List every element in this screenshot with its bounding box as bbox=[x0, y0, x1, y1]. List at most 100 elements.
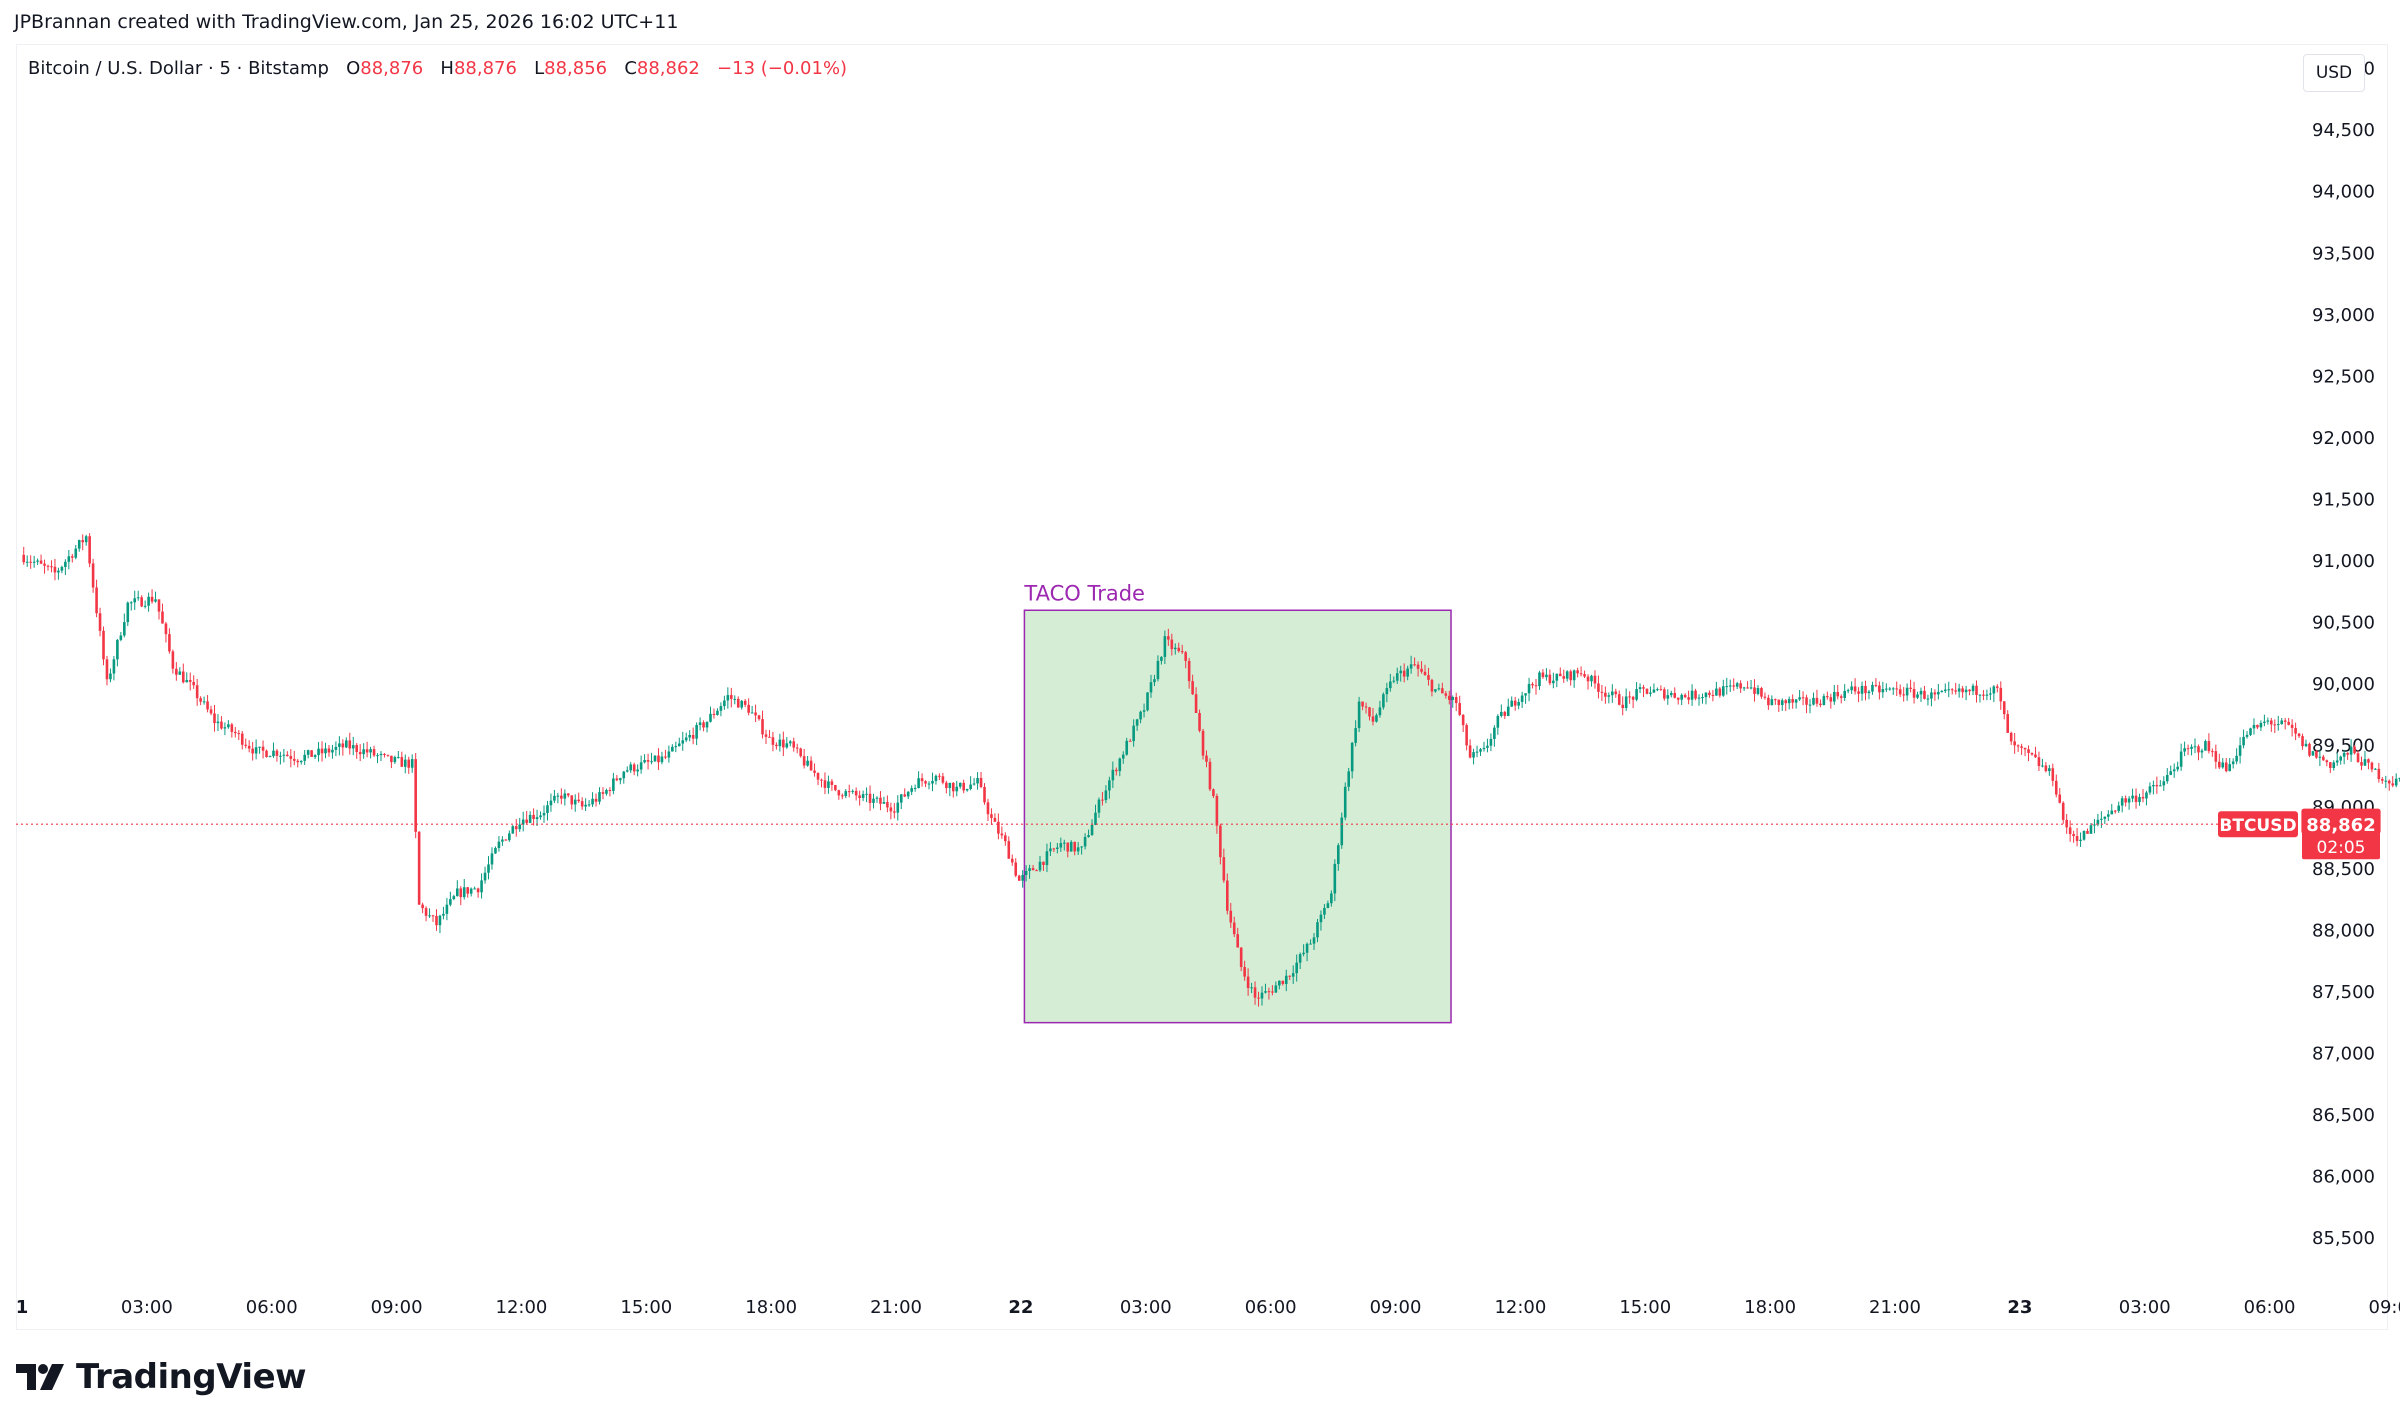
candle-body bbox=[1864, 685, 1867, 694]
candle-body bbox=[317, 748, 320, 756]
candle-body bbox=[2387, 780, 2391, 784]
candle-body bbox=[150, 596, 154, 602]
candle-body bbox=[112, 659, 116, 674]
candle-body bbox=[2138, 797, 2141, 803]
candle-body bbox=[1479, 749, 1482, 752]
candle-body bbox=[1083, 836, 1087, 847]
candlestick-chart[interactable]: 85,500 86,000 86,500 87,000 87,500 88,000 88,5… bbox=[0, 0, 2400, 1340]
legend-close-label: C bbox=[624, 58, 637, 79]
candle-body bbox=[1850, 686, 1853, 691]
candle-body bbox=[1062, 842, 1066, 844]
candle-body bbox=[91, 563, 95, 588]
candle-body bbox=[1718, 688, 1722, 696]
candle-body bbox=[1885, 688, 1888, 690]
candle-body bbox=[636, 769, 639, 772]
candle-body bbox=[154, 599, 157, 602]
y-axis-tick-label: 87,500 bbox=[2312, 982, 2375, 1003]
candle-body bbox=[1205, 755, 1208, 762]
candle-body bbox=[74, 548, 78, 558]
candle-body bbox=[938, 775, 941, 777]
candle-body bbox=[234, 731, 237, 734]
candle-body bbox=[1135, 719, 1139, 726]
candle-body bbox=[1028, 868, 1031, 871]
candle-body bbox=[723, 700, 726, 707]
candle-body bbox=[185, 679, 189, 683]
candle-body bbox=[1520, 695, 1524, 702]
candle-body bbox=[407, 759, 411, 768]
candle-body bbox=[2020, 746, 2023, 748]
candle-body bbox=[730, 695, 733, 699]
candle-body bbox=[1496, 715, 1500, 728]
candle-body bbox=[1441, 688, 1444, 694]
candle-body bbox=[941, 776, 945, 783]
candle-body bbox=[1836, 691, 1840, 697]
candle-body bbox=[910, 788, 913, 792]
candle-body bbox=[736, 698, 740, 708]
x-axis-tick-label: 18:00 bbox=[1744, 1297, 1796, 1318]
candle-body bbox=[1617, 694, 1621, 705]
candle-body bbox=[2304, 743, 2308, 747]
candle-body bbox=[1173, 647, 1177, 650]
candle-body bbox=[2016, 745, 2020, 747]
candle-body bbox=[1371, 716, 1375, 722]
candle-body bbox=[2211, 751, 2214, 753]
candle-body bbox=[1510, 700, 1514, 707]
candle-body bbox=[2048, 768, 2051, 772]
candle-body bbox=[2301, 736, 2304, 747]
candle-body bbox=[39, 560, 43, 564]
currency-button[interactable]: USD bbox=[2303, 54, 2365, 92]
candle-body bbox=[1801, 697, 1805, 699]
candle-body bbox=[2276, 724, 2280, 726]
candle-body bbox=[275, 750, 279, 756]
candle-body bbox=[1569, 671, 1572, 681]
candle-body bbox=[1538, 672, 1541, 687]
candle-body bbox=[168, 634, 171, 652]
candle-body bbox=[1156, 660, 1160, 680]
candle-body bbox=[976, 777, 979, 784]
candle-body bbox=[1978, 694, 1982, 696]
candle-body bbox=[1489, 738, 1493, 746]
candle-body bbox=[2041, 765, 2044, 767]
candle-body bbox=[1187, 660, 1191, 682]
candle-body bbox=[1250, 987, 1253, 989]
candle-body bbox=[917, 778, 920, 789]
x-axis-tick-label: 09:00 bbox=[371, 1297, 423, 1318]
candle-body bbox=[393, 757, 397, 763]
candle-body bbox=[1354, 728, 1357, 743]
candle-body bbox=[480, 880, 483, 893]
candle-body bbox=[1631, 696, 1635, 700]
candle-body bbox=[400, 757, 404, 767]
candle-body bbox=[1659, 689, 1663, 691]
candle-body bbox=[2346, 752, 2349, 755]
candle-body bbox=[390, 755, 393, 763]
candle-body bbox=[2256, 724, 2259, 728]
candle-body bbox=[757, 715, 761, 720]
candle-body bbox=[542, 813, 546, 816]
candle-body bbox=[2127, 798, 2131, 803]
candle-body bbox=[997, 821, 1000, 834]
legend-low-value: 88,856 bbox=[544, 58, 608, 79]
chart-frame[interactable] bbox=[16, 44, 2388, 1330]
candle-body bbox=[338, 743, 341, 747]
symbol-legend[interactable]: Bitcoin / U.S. Dollar · 5 · Bitstamp O88… bbox=[28, 58, 847, 79]
candle-body bbox=[140, 597, 143, 607]
candle-body bbox=[1912, 688, 1916, 698]
candle-body bbox=[2290, 724, 2294, 728]
countdown-label: 02:05 bbox=[2317, 838, 2366, 858]
candle-body bbox=[667, 751, 671, 758]
candle-body bbox=[459, 888, 463, 898]
candle-body bbox=[2186, 748, 2190, 750]
candle-body bbox=[2308, 743, 2311, 756]
candle-body bbox=[1389, 681, 1392, 689]
candle-body bbox=[573, 799, 577, 805]
candle-body bbox=[119, 635, 123, 640]
candle-body bbox=[1725, 686, 1729, 688]
candle-body bbox=[986, 802, 990, 815]
candle-body bbox=[2287, 721, 2290, 725]
candle-body bbox=[1621, 704, 1625, 709]
candle-body bbox=[133, 598, 137, 603]
candle-body bbox=[379, 754, 383, 756]
candle-body bbox=[1638, 687, 1642, 690]
candle-body bbox=[473, 888, 476, 890]
candle-body bbox=[1392, 680, 1396, 682]
